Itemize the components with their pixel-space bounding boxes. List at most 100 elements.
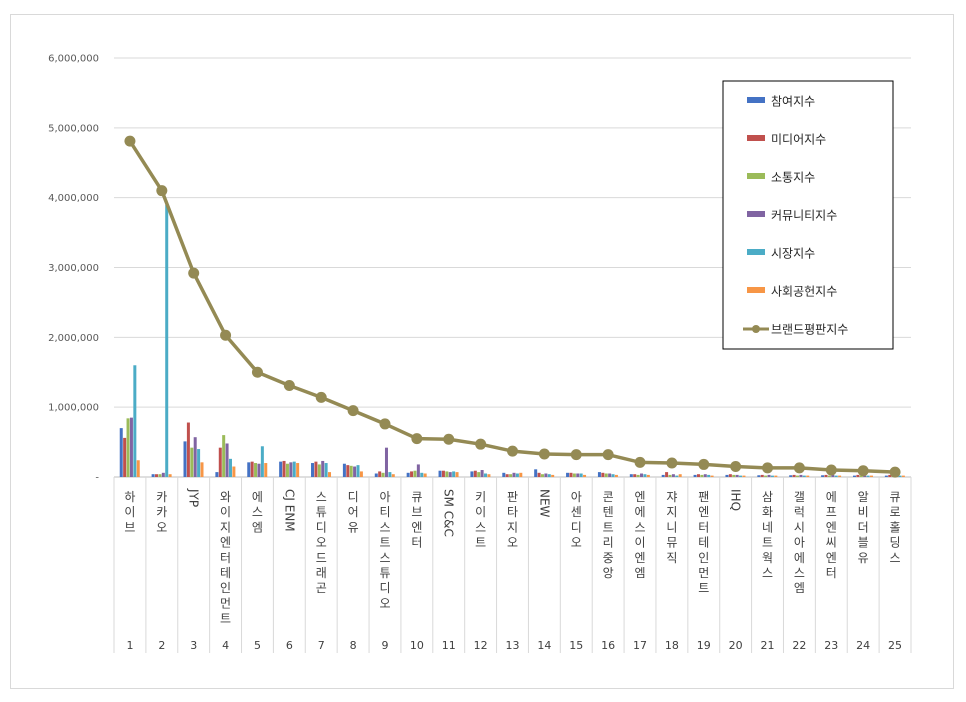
bar — [445, 471, 449, 477]
rank-label: 23 — [824, 639, 838, 652]
bar — [760, 474, 764, 477]
bar — [693, 474, 697, 477]
bar — [668, 474, 672, 477]
bar — [250, 461, 254, 477]
line-point — [220, 329, 232, 341]
rank-label: 10 — [410, 639, 424, 652]
line-point — [188, 267, 200, 279]
line-point — [793, 462, 805, 474]
bar — [441, 470, 445, 477]
bar — [410, 471, 414, 477]
legend-swatch-marker — [752, 325, 760, 333]
bar — [703, 474, 707, 477]
bar — [158, 474, 162, 477]
bar — [802, 475, 806, 477]
bar — [614, 474, 618, 477]
bar — [406, 472, 410, 477]
bar — [126, 418, 130, 477]
bar — [770, 475, 774, 477]
bar — [346, 465, 350, 477]
bar — [827, 475, 831, 477]
bar — [636, 474, 640, 477]
bar — [384, 447, 388, 477]
bar — [296, 463, 300, 477]
bar — [728, 474, 732, 477]
category-label: NEW — [537, 489, 551, 518]
bar — [455, 472, 459, 477]
bar — [732, 474, 736, 477]
bar — [764, 475, 768, 477]
line-point — [251, 366, 263, 378]
line-point — [507, 445, 518, 457]
bar — [165, 204, 169, 477]
bar — [420, 472, 424, 477]
rank-label: 8 — [350, 639, 357, 652]
line-point — [730, 461, 742, 473]
legend-label: 브랜드평판지수 — [771, 323, 848, 337]
bar — [342, 463, 346, 477]
legend-swatch — [747, 287, 765, 293]
bar — [572, 473, 576, 477]
rank-label: 22 — [792, 639, 806, 652]
bar — [264, 463, 268, 477]
bar — [901, 475, 905, 477]
bar — [183, 441, 187, 477]
bar — [707, 474, 711, 477]
bar — [739, 475, 743, 477]
legend-label: 참여지수 — [771, 95, 815, 109]
bar — [381, 472, 385, 477]
line-point — [889, 466, 901, 478]
bar — [328, 472, 332, 477]
x-axis: 하 이 브 1 카 카 오 2 JYP 3 와 이 지 엔 터 테 인 먼 트 4 에 스 엠 5 CJ ENM 6 스 튜 디 오 드 래 곤… — [113, 477, 912, 653]
bar — [852, 475, 856, 477]
bar — [502, 472, 506, 477]
line-point — [475, 438, 487, 450]
bar — [292, 461, 296, 477]
bar — [423, 473, 427, 477]
y-tick-label: - — [95, 473, 99, 484]
bar — [806, 475, 810, 477]
bar — [477, 472, 481, 477]
bar — [661, 474, 665, 477]
bar — [374, 473, 378, 477]
bar — [834, 475, 838, 477]
bar — [257, 463, 261, 477]
rank-label: 2 — [158, 639, 165, 652]
rank-label: 3 — [190, 639, 197, 652]
rank-label: 5 — [254, 639, 261, 652]
bar — [260, 446, 264, 477]
bar — [884, 475, 888, 477]
rank-label: 19 — [697, 639, 711, 652]
legend-swatch — [747, 173, 765, 179]
bar — [633, 474, 637, 477]
bar — [505, 474, 509, 477]
rank-label: 11 — [442, 639, 456, 652]
chart-frame: - 1,000,000 2,000,000 3,000,000 4,000,000 5,0… — [10, 14, 954, 689]
line-point — [825, 464, 837, 476]
rank-label: 4 — [222, 639, 229, 652]
bar — [391, 474, 395, 477]
bar — [544, 473, 548, 477]
bar — [200, 462, 204, 477]
bar — [821, 475, 825, 477]
rank-label: 18 — [665, 639, 679, 652]
bar — [155, 474, 159, 477]
line-point — [315, 391, 327, 403]
bar — [569, 472, 573, 477]
bar — [136, 460, 140, 477]
bar — [186, 422, 190, 477]
rank-label: 15 — [569, 639, 583, 652]
bar — [193, 437, 197, 477]
rank-label: 7 — [318, 639, 325, 652]
line-point — [347, 405, 359, 417]
bar — [863, 475, 867, 477]
legend-label: 시장지수 — [771, 247, 815, 261]
bar — [215, 472, 219, 477]
